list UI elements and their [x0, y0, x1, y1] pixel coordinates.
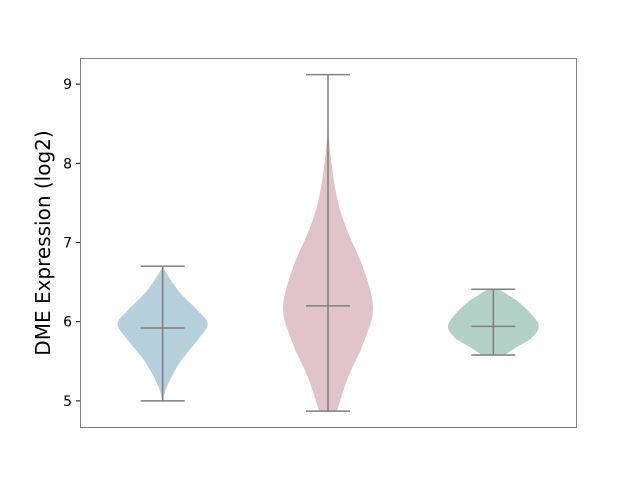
violins: [117, 73, 539, 412]
y-tick-label: 9: [63, 77, 72, 93]
y-axis-label: DME Expression (log2): [31, 130, 55, 355]
plot-frame: [80, 58, 577, 428]
violin-1: [117, 265, 208, 402]
y-axis: 5 6 7 8 9: [63, 77, 80, 410]
violin-2: [283, 73, 373, 412]
y-tick-label: 5: [63, 394, 72, 410]
y-tick-label: 7: [63, 236, 72, 252]
y-tick-label: 8: [63, 156, 72, 172]
violin-3: [448, 288, 539, 356]
y-tick-label: 6: [63, 315, 72, 331]
